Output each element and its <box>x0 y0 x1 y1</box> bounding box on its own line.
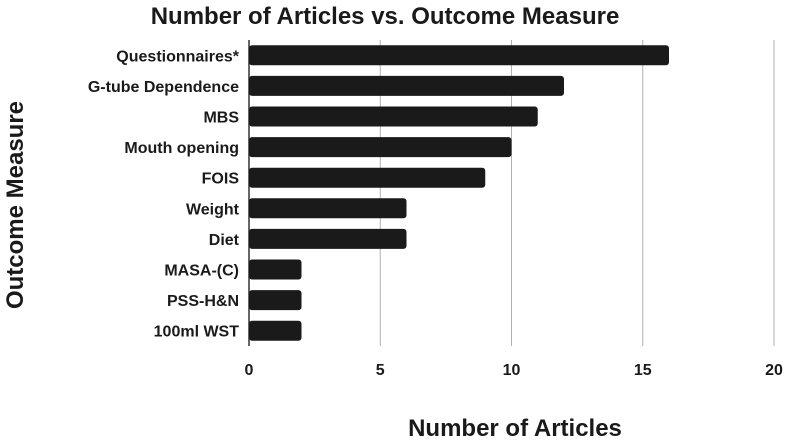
x-tick-labels: 0 5 10 15 20 <box>245 362 783 379</box>
category-label: MASA-(C) <box>164 263 239 280</box>
category-label: MBS <box>203 110 239 127</box>
bars <box>249 45 669 341</box>
bar <box>249 75 564 96</box>
category-label: 100ml WST <box>154 324 240 341</box>
x-tick-label: 20 <box>765 362 783 379</box>
category-labels: Questionnaires* G-tube Dependence MBS Mouth… <box>88 48 240 340</box>
bar <box>249 259 302 280</box>
bar <box>249 45 669 66</box>
x-tick-label: 10 <box>503 362 521 379</box>
bar <box>249 228 407 249</box>
bar <box>249 198 407 219</box>
category-label: Diet <box>209 232 240 249</box>
bar <box>249 137 512 158</box>
category-label: PSS-H&N <box>167 293 239 310</box>
category-label: Questionnaires* <box>116 48 239 65</box>
x-axis-label: Number of Articles <box>408 415 622 442</box>
bar <box>249 290 302 311</box>
x-tick-label: 15 <box>634 362 652 379</box>
category-label: Mouth opening <box>124 140 239 157</box>
bar <box>249 320 302 341</box>
bar <box>249 106 538 127</box>
category-label: Weight <box>186 201 240 218</box>
category-label: G-tube Dependence <box>88 79 239 96</box>
x-tick-label: 5 <box>376 362 385 379</box>
category-label: FOIS <box>202 171 240 188</box>
bar <box>249 167 486 188</box>
chart-title: Number of Articles vs. Outcome Measure <box>150 3 620 30</box>
x-tick-label: 0 <box>245 362 254 379</box>
